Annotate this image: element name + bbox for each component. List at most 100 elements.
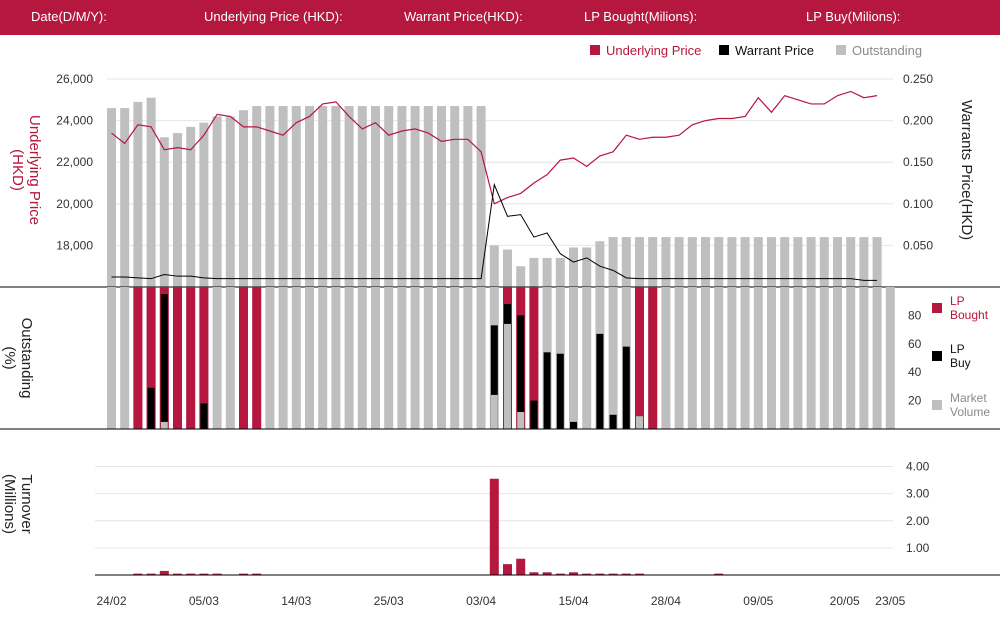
lp-bought-bar	[173, 287, 182, 429]
outstanding-bar	[410, 106, 420, 287]
turnover-bar	[199, 573, 209, 575]
outstanding-bar	[687, 237, 697, 287]
turnover-bar	[569, 572, 578, 575]
outstanding-bar	[648, 237, 658, 287]
outstanding-bar	[661, 237, 671, 287]
turnover-tick-label: 4.00	[906, 460, 930, 474]
outstanding-bar	[608, 237, 618, 287]
outstanding-bar	[331, 106, 341, 287]
outstanding-pct-bar	[278, 287, 288, 429]
underlying-price-label: Underlying Price (HKD):	[204, 9, 343, 24]
x-tick-label: 28/04	[651, 594, 681, 608]
outstanding-bar	[833, 237, 842, 287]
outstanding-bar	[344, 106, 354, 287]
outstanding-pct-bar	[674, 287, 684, 429]
x-tick-label: 03/04	[466, 594, 496, 608]
lp-buy-bar	[517, 315, 525, 429]
lp-buy-bar	[570, 421, 577, 429]
outstanding-bar	[357, 106, 367, 287]
legend-label: Underlying Price	[606, 43, 701, 58]
market-volume-bar	[636, 416, 643, 429]
left-tick-label: 20,000	[56, 197, 93, 211]
lp-buy-bar	[556, 353, 564, 429]
outstanding-bar	[819, 237, 829, 287]
turnover-bar	[516, 558, 526, 575]
outstanding-bar	[846, 237, 856, 287]
outstanding-pct-bar	[701, 287, 710, 429]
outstanding-pct-bar	[753, 287, 763, 429]
market-volume-bar	[160, 421, 168, 429]
outstanding-pct-bar	[344, 287, 354, 429]
outstanding-bar	[225, 116, 235, 287]
x-tick-label: 24/02	[96, 594, 126, 608]
outstanding-pct-bar	[120, 287, 130, 429]
market-volume-bar	[504, 323, 511, 429]
right-tick-label: 0.050	[903, 238, 933, 252]
outstanding-bar	[463, 106, 473, 287]
lp-buy-bar	[147, 387, 155, 429]
outstanding-bar	[582, 247, 592, 287]
warrant-chart[interactable]: 26,000 24,000 22,000 20,000 18,000 0.250 0.200…	[0, 35, 1000, 620]
lp-buy-bar	[609, 414, 617, 429]
right-axis-title: Warrants Price(HKD)	[958, 100, 975, 240]
legend-swatch	[719, 45, 729, 55]
outstanding-pct-bar	[291, 287, 301, 429]
lp-buy-bar	[622, 346, 630, 429]
outstanding-pct-bar	[437, 287, 446, 429]
outstanding-bar	[265, 106, 275, 287]
outstanding-bar	[701, 237, 710, 287]
x-tick-label: 14/03	[281, 594, 311, 608]
legend-swatch	[590, 45, 600, 55]
outstanding-pct-bar	[318, 287, 328, 429]
outstanding-pct-bar	[265, 287, 275, 429]
outstanding-bar	[621, 237, 631, 287]
lp-buy-bar	[543, 352, 551, 429]
outstanding-bar	[423, 106, 433, 287]
turnover-bar	[529, 572, 539, 575]
market-volume-bar	[517, 411, 525, 429]
lp-buy-bar	[200, 403, 208, 429]
mid-tick-label: 60	[908, 337, 922, 351]
outstanding-pct-bar	[767, 287, 776, 429]
outstanding-pct-bar	[661, 287, 671, 429]
outstanding-bar	[107, 108, 116, 288]
turnover-bar	[503, 564, 512, 575]
outstanding-bar	[595, 241, 605, 287]
outstanding-bar	[278, 106, 288, 287]
lp-bought-bar	[146, 287, 156, 429]
lp-bought-bar	[648, 287, 658, 429]
outstanding-pct-bar	[833, 287, 842, 429]
outstanding-bar	[555, 257, 565, 287]
turnover-bar	[173, 573, 182, 575]
turnover-axis-title: Turnover(Millions)	[1, 474, 35, 534]
outstanding-bar	[318, 106, 328, 287]
lp-buy-legend: LP Buy	[950, 342, 971, 370]
lp-bought-bar	[529, 287, 539, 429]
outstanding-bar	[239, 110, 248, 287]
outstanding-pct-bar	[687, 287, 697, 429]
outstanding-bar	[767, 237, 776, 287]
lp-buy-bar	[530, 400, 538, 429]
market-volume-legend: Market Volume	[950, 391, 990, 419]
outstanding-pct-bar	[885, 287, 895, 429]
outstanding-bar	[120, 108, 130, 288]
turnover-tick-label: 1.00	[906, 541, 930, 555]
outstanding-bar	[872, 237, 882, 287]
outstanding-pct-bar	[225, 287, 235, 429]
x-tick-label: 25/03	[374, 594, 404, 608]
lp-buy-bar	[596, 333, 604, 429]
outstanding-pct-bar	[305, 287, 314, 429]
outstanding-bar	[489, 245, 499, 287]
turnover-bar	[186, 573, 196, 575]
outstanding-pct-bar	[212, 287, 222, 429]
lp-buy-bar	[490, 325, 498, 429]
outstanding-bar	[437, 106, 446, 287]
outstanding-pct-bar	[872, 287, 882, 429]
turnover-bar	[635, 573, 644, 575]
outstanding-pct-bar	[846, 287, 856, 429]
outstanding-pct-bar	[384, 287, 394, 429]
turnover-bar	[146, 573, 156, 575]
outstanding-pct-bar	[806, 287, 816, 429]
outstanding-bar	[714, 237, 724, 287]
outstanding-pct-bar	[463, 287, 473, 429]
